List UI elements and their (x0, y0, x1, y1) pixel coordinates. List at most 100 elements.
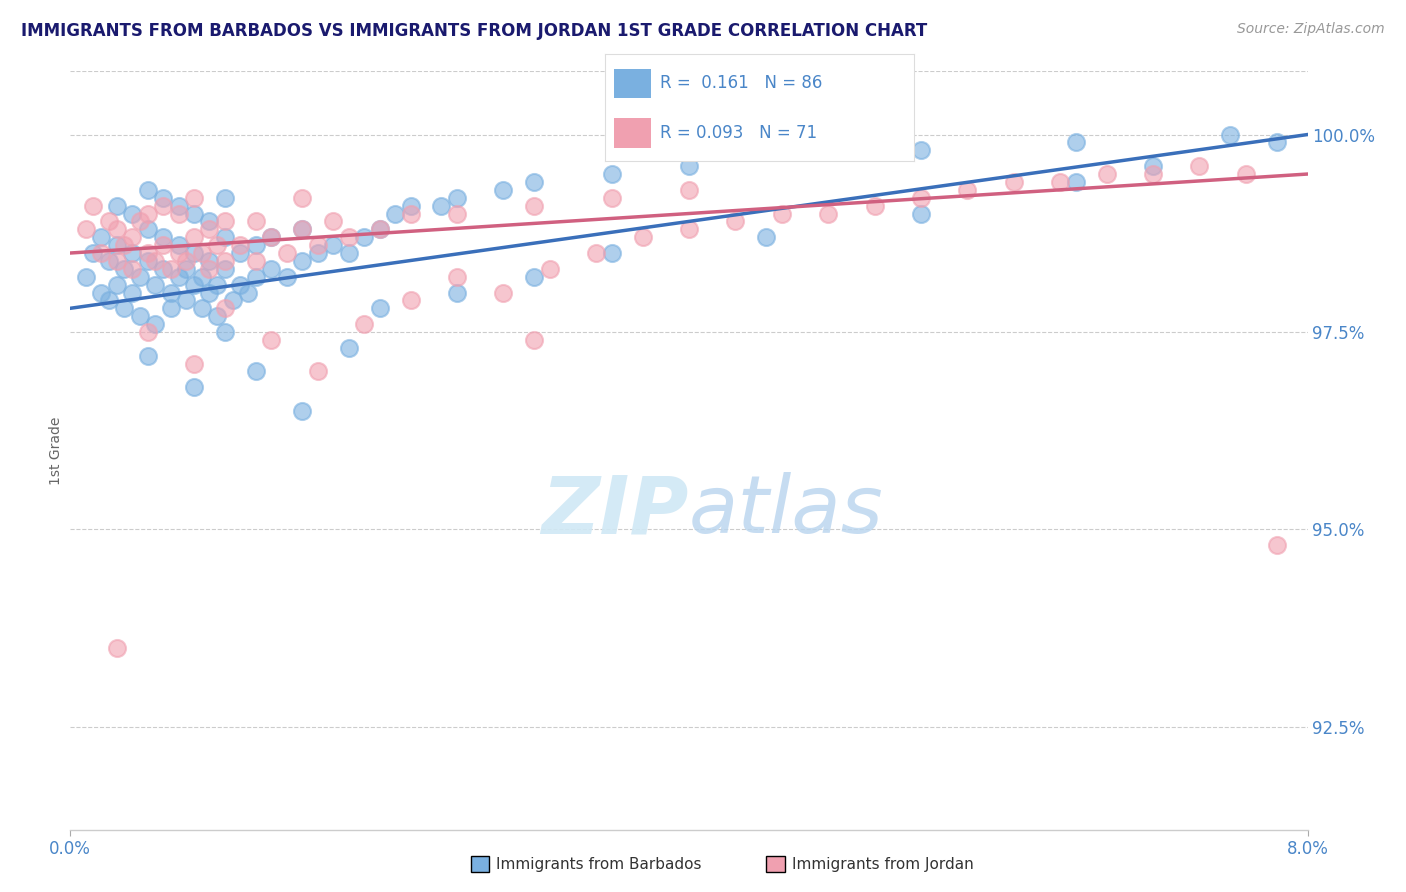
Point (167, 238, 190, 252)
Point (183, 357, 205, 371)
Point (114, 238, 135, 252)
Point (183, 230, 205, 244)
Point (1049, 175, 1071, 189)
Point (145, 253, 166, 268)
Point (183, 380, 205, 394)
Point (245, 214, 267, 228)
Point (136, 349, 159, 363)
Point (446, 285, 468, 300)
Point (1095, 167, 1118, 181)
Point (183, 191, 205, 205)
Point (98, 253, 120, 268)
Point (214, 253, 236, 268)
Point (1142, 159, 1164, 173)
Point (291, 222, 314, 236)
Point (678, 159, 700, 173)
Text: Immigrants from Barbados: Immigrants from Barbados (496, 857, 702, 871)
Point (214, 261, 236, 276)
Point (167, 246, 190, 260)
Point (136, 325, 159, 339)
Point (105, 238, 128, 252)
Point (105, 277, 128, 292)
Point (136, 253, 159, 268)
Point (121, 246, 143, 260)
Point (1142, 167, 1164, 181)
Point (631, 230, 654, 244)
Point (678, 183, 700, 197)
Point (90, 285, 112, 300)
Point (368, 301, 391, 316)
Point (523, 199, 546, 213)
Point (291, 222, 314, 236)
Point (260, 261, 283, 276)
Point (105, 640, 128, 655)
Point (198, 214, 221, 228)
Point (160, 301, 183, 316)
Point (1002, 175, 1025, 189)
Point (770, 206, 793, 220)
Point (523, 269, 546, 284)
Point (276, 246, 298, 260)
Point (1265, 538, 1288, 552)
Point (353, 317, 375, 331)
Point (260, 230, 283, 244)
Point (368, 222, 391, 236)
Point (82, 199, 105, 213)
Point (229, 277, 252, 292)
Point (322, 214, 344, 228)
Point (121, 206, 143, 220)
Point (1064, 175, 1087, 189)
Point (82, 246, 105, 260)
Point (678, 222, 700, 236)
Point (384, 206, 406, 220)
Point (191, 269, 214, 284)
Point (105, 222, 128, 236)
Point (152, 191, 174, 205)
Point (214, 214, 236, 228)
Point (538, 261, 561, 276)
Point (136, 183, 159, 197)
Point (600, 167, 623, 181)
Point (121, 230, 143, 244)
Point (430, 199, 453, 213)
Point (160, 285, 183, 300)
Point (214, 191, 236, 205)
Point (260, 230, 283, 244)
Point (399, 206, 422, 220)
Point (145, 317, 166, 331)
Point (191, 246, 214, 260)
Point (174, 261, 197, 276)
Point (446, 206, 468, 220)
Point (245, 238, 267, 252)
Text: Immigrants from Jordan: Immigrants from Jordan (792, 857, 973, 871)
Point (207, 277, 229, 292)
Point (755, 230, 778, 244)
Point (222, 293, 245, 308)
Point (198, 261, 221, 276)
Point (523, 175, 546, 189)
FancyBboxPatch shape (614, 69, 651, 98)
Point (600, 246, 623, 260)
Point (307, 246, 329, 260)
Point (121, 261, 143, 276)
Point (245, 269, 267, 284)
Point (399, 293, 422, 308)
Text: IMMIGRANTS FROM BARBADOS VS IMMIGRANTS FROM JORDAN 1ST GRADE CORRELATION CHART: IMMIGRANTS FROM BARBADOS VS IMMIGRANTS F… (21, 22, 928, 40)
Point (399, 199, 422, 213)
Point (174, 253, 197, 268)
Point (817, 206, 839, 220)
Point (75, 222, 97, 236)
Point (446, 269, 468, 284)
Point (136, 222, 159, 236)
Point (183, 206, 205, 220)
Point (198, 285, 221, 300)
Point (307, 364, 329, 378)
Point (129, 214, 152, 228)
Point (198, 222, 221, 236)
Point (136, 246, 159, 260)
Point (353, 230, 375, 244)
Point (98, 214, 120, 228)
Point (152, 238, 174, 252)
Point (75, 269, 97, 284)
Point (174, 293, 197, 308)
